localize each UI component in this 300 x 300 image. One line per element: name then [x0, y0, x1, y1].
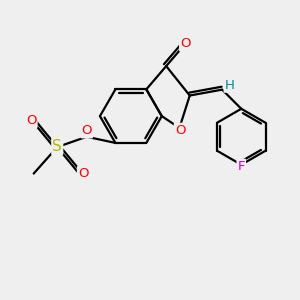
Text: O: O [78, 167, 88, 180]
Text: H: H [225, 79, 234, 92]
Text: O: O [175, 124, 185, 137]
Text: O: O [26, 114, 37, 127]
Text: S: S [52, 139, 62, 154]
Text: O: O [81, 124, 92, 137]
Text: O: O [180, 38, 190, 50]
Text: F: F [238, 160, 245, 173]
